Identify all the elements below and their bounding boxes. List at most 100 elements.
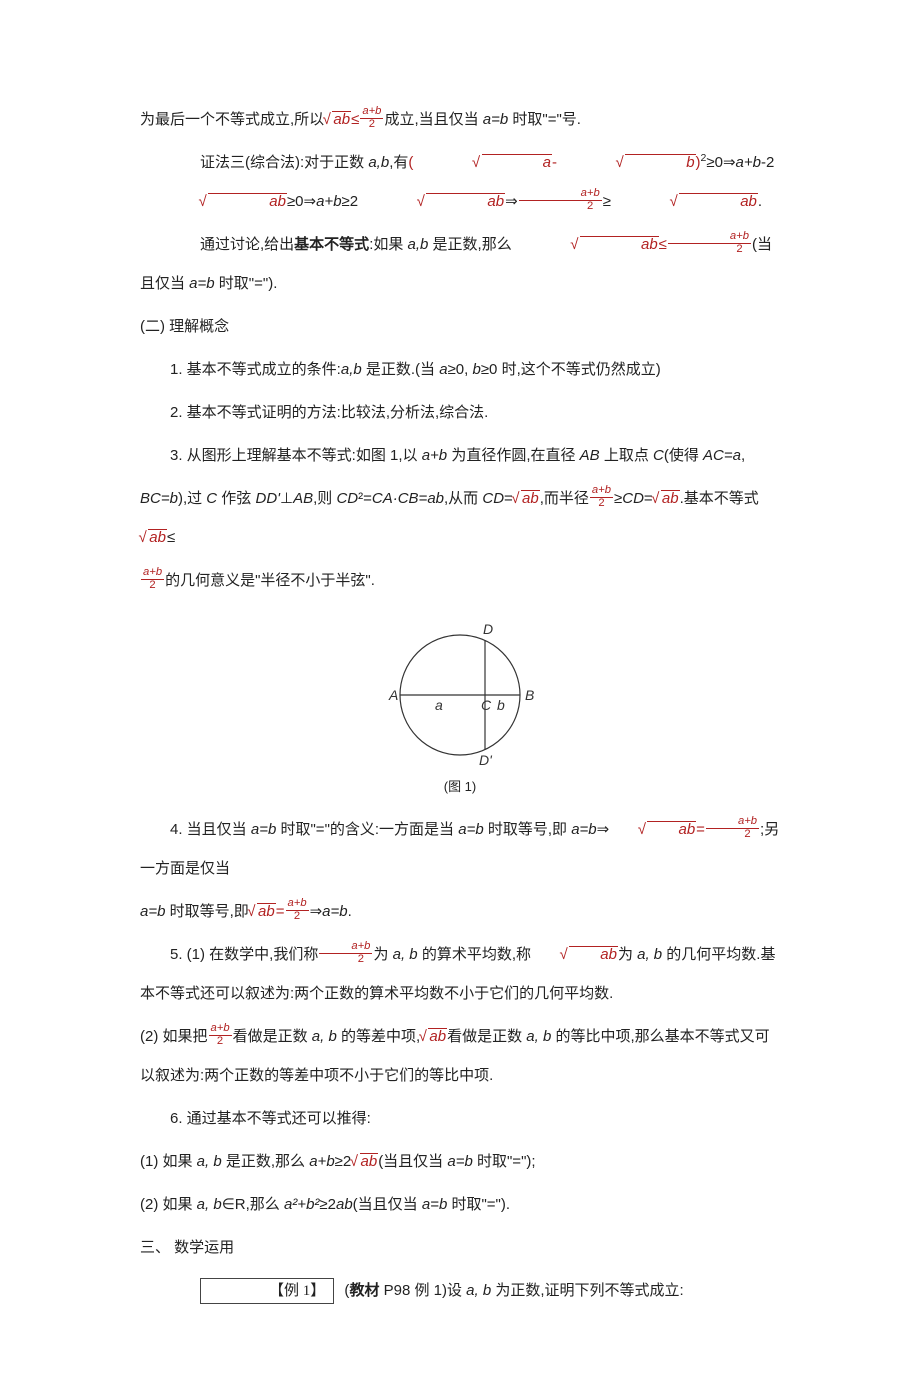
continuation-line: 为最后一个不等式成立,所以ab≤a+b2成立,当且仅当 a=b 时取"="号. xyxy=(140,100,780,139)
text: ≥ xyxy=(614,490,622,507)
point-6: 6. 通过基本不等式还可以推得: xyxy=(140,1099,780,1138)
eq: ab=a+b2 xyxy=(609,821,760,838)
text: 2. 基本不等式证明的方法:比较法,分析法,综合法. xyxy=(170,404,488,421)
sqrt-ab: ab xyxy=(140,518,167,557)
text: (使得 xyxy=(664,447,703,464)
method3: 证法三(综合法):对于正数 a,b,有(a-b)2≥0⇒a+b-2ab≥0⇒a+… xyxy=(140,143,780,221)
var: a, b xyxy=(312,1028,337,1045)
svg-text:B: B xyxy=(525,687,534,703)
var: a²+b² xyxy=(284,1196,319,1213)
example-1: 【例 1】 (教材 P98 例 1)设 a, b 为正数,证明下列不等式成立: xyxy=(140,1271,780,1310)
text: 通过讨论,给出 xyxy=(200,236,294,253)
var: CD xyxy=(482,490,504,507)
text: , xyxy=(741,447,745,464)
text: 三、 数学运用 xyxy=(140,1239,234,1256)
text: (1) 如果 xyxy=(140,1153,197,1170)
var: a=b xyxy=(251,821,276,838)
text: ≥0, xyxy=(448,361,473,378)
var: a,b xyxy=(408,236,429,253)
sqrt-ab: ab xyxy=(531,935,618,974)
text: 时取"="号. xyxy=(508,111,581,128)
point-4: 4. 当且仅当 a=b 时取"="的含义:一方面是当 a=b 时取等号,即 a=… xyxy=(140,810,780,888)
svg-text:b: b xyxy=(497,697,505,713)
frac: a+b2 xyxy=(519,188,602,213)
text: ≥2 xyxy=(319,1196,336,1213)
set-R: R xyxy=(235,1196,246,1213)
var: BC=b xyxy=(140,490,178,507)
ineq-sqrt-le-frac: ab≤a+b2 xyxy=(324,111,384,128)
sqrt-ab: ab xyxy=(513,479,540,518)
sqrt-ab: ab xyxy=(351,1142,378,1181)
var: a=b xyxy=(189,275,214,292)
text: (当且仅当 xyxy=(378,1153,447,1170)
text: :如果 xyxy=(369,236,407,253)
figure-1: A B C D D' a b (图 1) xyxy=(140,610,780,796)
frac: a+b2 xyxy=(209,1023,232,1048)
frac: a+b2 xyxy=(141,567,164,592)
text: 证法三(综合法):对于正数 xyxy=(200,154,368,171)
text: 作弦 xyxy=(217,490,255,507)
term: 基本不等式 xyxy=(294,236,369,253)
var: a=b xyxy=(140,903,165,920)
text: 时取"="). xyxy=(215,275,278,292)
text: 成立,当且仅当 xyxy=(384,111,482,128)
point-6-2: (2) 如果 a, b∈R,那么 a²+b²≥2ab(当且仅当 a=b 时取"=… xyxy=(140,1185,780,1224)
sqrt-ab: ab xyxy=(358,182,505,221)
var: AB xyxy=(293,490,313,507)
figure-caption: (图 1) xyxy=(140,778,780,796)
text: 5. (1) 在数学中,我们称 xyxy=(170,946,318,963)
section-3-heading: 三、 数学运用 xyxy=(140,1228,780,1267)
definition-line: 通过讨论,给出基本不等式:如果 a,b 是正数,那么ab≤a+b2(当且仅当 a… xyxy=(140,225,780,303)
point-1: 1. 基本不等式成立的条件:a,b 是正数.(当 a≥0, b≥0 时,这个不等… xyxy=(140,350,780,389)
var: a=b xyxy=(322,903,347,920)
text: ⇒ xyxy=(310,903,323,920)
text: 时取"="的含义:一方面是当 xyxy=(276,821,458,838)
text: ),过 xyxy=(178,490,206,507)
text: 4. 当且仅当 xyxy=(170,821,251,838)
var: a, b xyxy=(637,946,662,963)
frac: a+b2 xyxy=(590,485,613,510)
svg-text:C: C xyxy=(481,697,492,713)
text: 为正数,证明下列不等式成立: xyxy=(491,1282,684,1299)
var: a, b xyxy=(393,946,418,963)
text: ≥0 时,这个不等式仍然成立) xyxy=(481,361,661,378)
var: AB xyxy=(580,447,600,464)
var: a=b xyxy=(447,1153,472,1170)
svg-text:D': D' xyxy=(479,752,493,768)
var: a=b xyxy=(422,1196,447,1213)
text: P98 例 1)设 xyxy=(379,1282,466,1299)
var: C xyxy=(653,447,664,464)
var: a, b xyxy=(197,1196,222,1213)
text: 时取"="); xyxy=(473,1153,536,1170)
text: 上取点 xyxy=(600,447,653,464)
text: ∈ xyxy=(222,1196,235,1213)
point-2: 2. 基本不等式证明的方法:比较法,分析法,综合法. xyxy=(140,393,780,432)
text: ,则 xyxy=(313,490,336,507)
text: 的等差中项, xyxy=(337,1028,420,1045)
text: ⊥ xyxy=(280,490,293,507)
text: .基本不等式 xyxy=(680,490,759,507)
var: CA·CB=ab xyxy=(372,490,444,507)
text: 6. 通过基本不等式还可以推得: xyxy=(170,1110,371,1127)
text: 是正数,那么 xyxy=(222,1153,310,1170)
sqrt-ab: ab xyxy=(420,1017,447,1056)
var: AC=a xyxy=(703,447,741,464)
section-2-heading: (二) 理解概念 xyxy=(140,307,780,346)
text: ²= xyxy=(358,490,372,507)
svg-text:a: a xyxy=(435,697,443,713)
var: b xyxy=(472,361,480,378)
text: 时取等号,即 xyxy=(484,821,572,838)
point-5-2: (2) 如果把a+b2看做是正数 a, b 的等差中项,ab看做是正数 a, b… xyxy=(140,1017,780,1095)
text: (2) 如果把 xyxy=(140,1028,208,1045)
text: 看做是正数 xyxy=(447,1028,526,1045)
text: 3. 从图形上理解基本不等式:如图 1,以 xyxy=(170,447,422,464)
var: CD xyxy=(336,490,358,507)
svg-text:A: A xyxy=(388,687,398,703)
text: 1. 基本不等式成立的条件: xyxy=(170,361,341,378)
point-3: 3. 从图形上理解基本不等式:如图 1,以 a+b 为直径作圆,在直径 AB 上… xyxy=(140,436,780,475)
point-5-1: 5. (1) 在数学中,我们称a+b2为 a, b 的算术平均数,称ab为 a,… xyxy=(140,935,780,1013)
var: a, b xyxy=(466,1282,491,1299)
frac: a+b2 xyxy=(319,941,372,966)
text: 为 xyxy=(618,946,637,963)
var: C xyxy=(206,490,217,507)
